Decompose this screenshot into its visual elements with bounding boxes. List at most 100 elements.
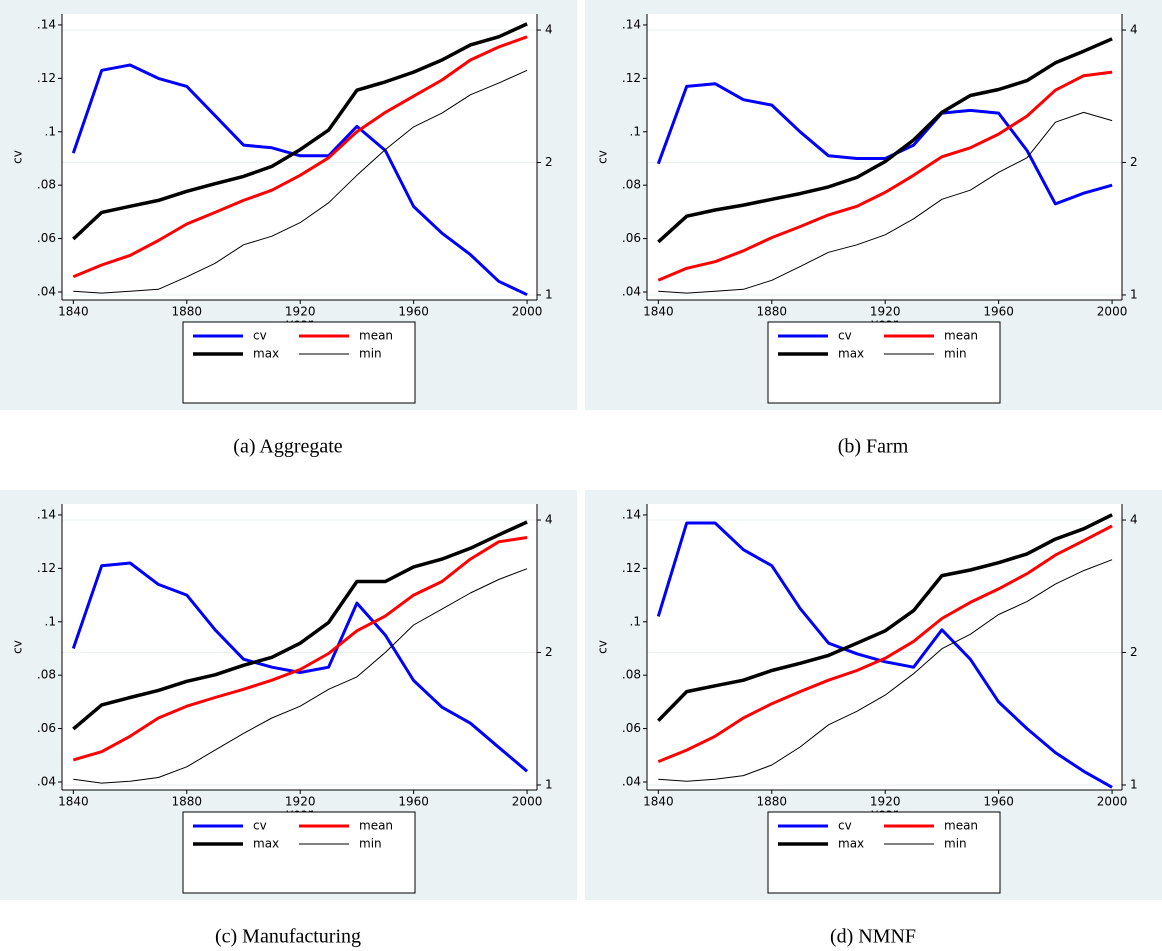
y2-tick-label: 1 — [1130, 777, 1138, 791]
x-tick-label: 1920 — [870, 795, 901, 809]
x-tick-label: 2000 — [1097, 305, 1128, 319]
series-line — [657, 37, 1113, 244]
y-tick-label: .12 — [622, 561, 641, 575]
legend-label: min — [359, 837, 382, 851]
y-tick-label: .12 — [37, 561, 56, 575]
legend-label: mean — [359, 819, 393, 833]
series-line — [73, 568, 528, 784]
y-tick-label: .04 — [37, 284, 56, 298]
y2-tick-label: 2 — [1130, 645, 1138, 659]
legend-label: min — [359, 347, 382, 361]
x-tick-label: 1880 — [172, 795, 203, 809]
x-tick-label: 1840 — [643, 795, 674, 809]
y-tick-label: .14 — [37, 17, 56, 31]
x-tick-label: 1960 — [983, 305, 1014, 319]
y-tick-label: .08 — [37, 668, 56, 682]
y2-tick-label: 2 — [545, 645, 553, 659]
y-tick-label: .04 — [622, 774, 641, 788]
y-axis-title: cv — [11, 640, 25, 654]
series-line — [658, 559, 1113, 782]
plot-area — [62, 504, 537, 790]
x-tick-label: 1920 — [285, 795, 316, 809]
legend-label: mean — [359, 329, 393, 343]
chart-panel: .04 .06 .08 .1 .12 .14 1 2 4 1840 1880 1920 1960 2000… — [0, 490, 577, 948]
x-tick-label: 1960 — [398, 305, 429, 319]
y2-tick-label: 4 — [1130, 513, 1138, 527]
y-axis-title: cv — [596, 640, 610, 654]
x-tick-label: 1840 — [58, 795, 89, 809]
legend-label: cv — [838, 329, 852, 343]
legend-label: max — [253, 837, 279, 851]
legend-label: max — [253, 347, 279, 361]
series-line — [658, 111, 1113, 294]
legend-label: max — [838, 837, 864, 851]
y-axis-title: cv — [596, 150, 610, 164]
x-tick-label: 1880 — [172, 305, 203, 319]
x-tick-label: 1960 — [398, 795, 429, 809]
series-line — [71, 63, 528, 297]
legend-label: min — [944, 837, 967, 851]
legend-label: mean — [944, 819, 978, 833]
x-tick-label: 2000 — [512, 305, 543, 319]
legend-label: cv — [253, 329, 267, 343]
series-line — [72, 22, 528, 241]
x-tick-label: 1840 — [643, 305, 674, 319]
y-tick-label: .08 — [37, 178, 56, 192]
y-axis-title: cv — [11, 150, 25, 164]
x-tick-label: 2000 — [1097, 795, 1128, 809]
series-line — [657, 524, 1113, 763]
caption: (c) Manufacturing — [215, 926, 361, 948]
x-tick-label: 1920 — [870, 305, 901, 319]
y2-tick-label: 2 — [1130, 155, 1138, 169]
y-tick-label: .06 — [622, 231, 641, 245]
y2-tick-label: 2 — [545, 155, 553, 169]
caption: (d) NMNF — [830, 926, 916, 948]
x-tick-label: 1880 — [757, 305, 788, 319]
series-line — [71, 561, 529, 773]
y2-tick-label: 1 — [545, 777, 553, 791]
y2-tick-label: 1 — [1130, 287, 1138, 301]
series-line — [656, 82, 1113, 206]
series-line — [657, 513, 1113, 722]
legend-label: mean — [944, 329, 978, 343]
x-tick-label: 1880 — [757, 795, 788, 809]
y-tick-label: .1 — [630, 124, 641, 138]
y-tick-label: .1 — [45, 614, 56, 628]
x-tick-label: 2000 — [512, 795, 543, 809]
chart-panel: .04 .06 .08 .1 .12 .14 1 2 4 1840 1880 1920 1960 2000… — [585, 0, 1162, 458]
y-tick-label: .06 — [622, 721, 641, 735]
legend-label: cv — [838, 819, 852, 833]
y2-tick-label: 1 — [545, 287, 553, 301]
series-line — [657, 70, 1113, 282]
series-line — [72, 536, 528, 762]
chart-panel: .04 .06 .08 .1 .12 .14 1 2 4 1840 1880 1920 1960 2000… — [585, 490, 1162, 948]
legend-label: max — [838, 347, 864, 361]
y-tick-label: .06 — [37, 721, 56, 735]
x-tick-label: 1840 — [58, 305, 89, 319]
legend-label: min — [944, 347, 967, 361]
legend-label: cv — [253, 819, 267, 833]
series-line — [73, 69, 528, 294]
y2-tick-label: 4 — [545, 23, 553, 37]
caption: (a) Aggregate — [233, 436, 343, 458]
y-tick-label: .1 — [630, 614, 641, 628]
x-tick-label: 1960 — [983, 795, 1014, 809]
y-tick-label: .06 — [37, 231, 56, 245]
y-tick-label: .1 — [45, 124, 56, 138]
y-tick-label: .08 — [622, 178, 641, 192]
series-line — [656, 521, 1113, 789]
y-tick-label: .04 — [622, 284, 641, 298]
y2-tick-label: 4 — [1130, 23, 1138, 37]
y-tick-label: .14 — [37, 507, 56, 521]
series-line — [72, 520, 528, 731]
y-tick-label: .12 — [37, 71, 56, 85]
series-line — [72, 35, 528, 279]
chart-panel: .04 .06 .08 .1 .12 .14 1 2 4 1840 1880 1920 1960 2000… — [0, 0, 577, 458]
y-tick-label: .14 — [622, 507, 641, 521]
y2-tick-label: 4 — [545, 513, 553, 527]
y-tick-label: .08 — [622, 668, 641, 682]
y-tick-label: .14 — [622, 17, 641, 31]
caption: (b) Farm — [838, 436, 909, 458]
x-tick-label: 1920 — [285, 305, 316, 319]
